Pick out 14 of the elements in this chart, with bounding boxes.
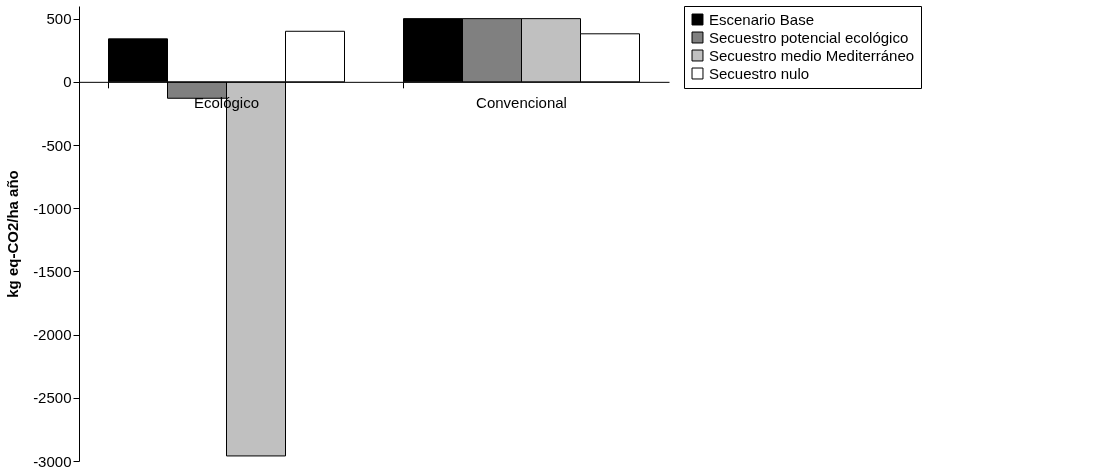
legend-label: Secuestro medio Mediterráneo [709, 46, 915, 64]
y-tick-label: -500 [41, 136, 72, 154]
y-tick-label: -1500 [33, 262, 72, 280]
x-tick-label: Convencional [476, 94, 567, 112]
y-tick-label: -3000 [33, 452, 72, 470]
y-tick-label: -2500 [33, 389, 72, 407]
y-tick-label: 500 [46, 10, 72, 28]
y-axis-title: kg eq-CO2/ha año [4, 170, 22, 298]
y-tick-label: -1000 [33, 199, 72, 217]
legend-label: Secuestro potencial ecológico [709, 28, 909, 46]
y-tick-label: -2000 [33, 326, 72, 344]
y-tick-label: 0 [63, 73, 72, 91]
legend-label: Escenario Base [709, 10, 815, 28]
legend-label: Secuestro nulo [709, 64, 810, 82]
